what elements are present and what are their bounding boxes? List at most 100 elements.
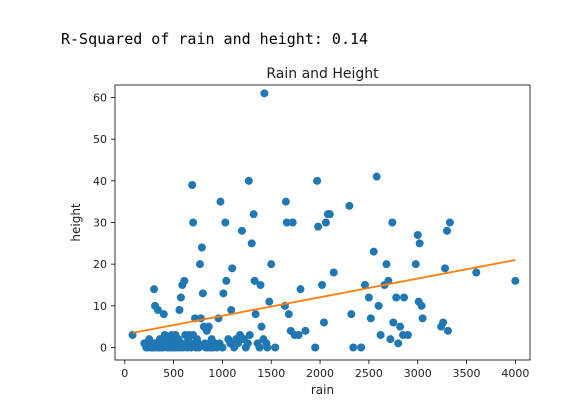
x-tick-label: 0 bbox=[121, 367, 128, 380]
plot-marks bbox=[128, 89, 520, 352]
scatter-point bbox=[188, 181, 197, 189]
scatter-point bbox=[222, 276, 231, 285]
y-tick-label: 10 bbox=[93, 300, 107, 313]
scatter-point bbox=[150, 285, 159, 294]
scatter-point bbox=[267, 260, 276, 269]
scatter-point bbox=[388, 218, 397, 227]
scatter-point bbox=[329, 268, 338, 277]
scatter-point bbox=[244, 176, 253, 185]
scatter-point bbox=[376, 331, 385, 339]
fit-line bbox=[132, 259, 516, 334]
scatter-point bbox=[249, 210, 258, 219]
scatter-point bbox=[288, 218, 297, 227]
scatter-point bbox=[418, 314, 427, 323]
scatter-point bbox=[271, 343, 280, 352]
scatter-point bbox=[439, 318, 448, 327]
scatter-point bbox=[176, 293, 185, 302]
scatter-point bbox=[265, 297, 274, 306]
scatter-point bbox=[413, 231, 422, 239]
scatter-point bbox=[294, 331, 303, 339]
scatter-point bbox=[400, 293, 409, 302]
scatter-point bbox=[296, 285, 305, 294]
scatter-point bbox=[255, 343, 264, 352]
scatter-point bbox=[445, 218, 454, 227]
scatter-point bbox=[159, 310, 168, 319]
scatter-point bbox=[318, 281, 327, 289]
scatter-point bbox=[382, 260, 391, 269]
scatter-point bbox=[396, 322, 405, 331]
scatter-point bbox=[415, 239, 424, 248]
scatter-point bbox=[313, 176, 322, 185]
scatter-point bbox=[219, 289, 228, 298]
scatter-point bbox=[228, 264, 237, 273]
scatter-point bbox=[325, 210, 334, 219]
scatter-point bbox=[263, 343, 272, 352]
scatter-point bbox=[247, 239, 256, 248]
scatter-point bbox=[227, 306, 236, 314]
scatter-point bbox=[175, 306, 184, 314]
y-tick-label: 40 bbox=[93, 175, 107, 188]
scatter-point bbox=[417, 301, 426, 310]
scatter-point bbox=[234, 339, 243, 348]
scatter-point bbox=[384, 276, 393, 285]
y-axis-label: height bbox=[69, 203, 83, 242]
scatter-point bbox=[301, 326, 310, 335]
scatter-point bbox=[197, 243, 206, 252]
scatter-point bbox=[374, 301, 383, 310]
scatter-point bbox=[194, 343, 203, 352]
scatter-point bbox=[284, 310, 293, 319]
scatter-point bbox=[218, 343, 227, 352]
scatter-point bbox=[394, 339, 403, 348]
scatter-point bbox=[260, 89, 269, 98]
y-tick-label: 60 bbox=[93, 92, 107, 105]
scatter-point bbox=[204, 322, 213, 331]
x-tick-label: 1000 bbox=[208, 367, 236, 380]
scatter-point bbox=[198, 289, 207, 298]
scatter-point bbox=[282, 218, 291, 227]
scatter-point bbox=[345, 201, 354, 210]
scatter-point bbox=[386, 335, 395, 344]
scatter-point bbox=[389, 318, 398, 327]
scatter-point bbox=[243, 339, 252, 348]
scatter-point bbox=[216, 197, 225, 206]
scatter-point bbox=[472, 268, 481, 277]
y-tick-label: 30 bbox=[93, 217, 107, 230]
scatter-point bbox=[369, 247, 378, 256]
scatter-point bbox=[245, 331, 254, 339]
r-squared-output: R-Squared of rain and height: 0.14 bbox=[61, 30, 369, 48]
scatter-point bbox=[311, 343, 320, 352]
scatter-point bbox=[221, 218, 230, 227]
y-tick-label: 50 bbox=[93, 133, 107, 146]
x-axis-label: rain bbox=[311, 383, 334, 397]
chart-title: Rain and Height bbox=[266, 66, 379, 82]
scatter-point bbox=[360, 281, 369, 289]
x-tick-label: 2000 bbox=[306, 367, 334, 380]
y-tick-label: 0 bbox=[100, 342, 107, 355]
scatter-point bbox=[357, 343, 366, 352]
x-tick-label: 4000 bbox=[501, 367, 529, 380]
x-tick-label: 2500 bbox=[355, 367, 383, 380]
axes: 0 500 1000 1500 2000 2500 3000 3500 4000 0 10 20 30 4… bbox=[93, 84, 531, 380]
x-tick-label: 500 bbox=[163, 367, 184, 380]
scatter-point bbox=[314, 222, 323, 231]
scatter-point bbox=[347, 310, 356, 319]
scatter-point bbox=[364, 293, 373, 302]
scatter-point bbox=[195, 260, 204, 269]
scatter-point bbox=[180, 276, 189, 285]
scatter-point bbox=[189, 218, 198, 227]
scatter-point bbox=[251, 310, 260, 319]
scatter-point bbox=[256, 281, 265, 289]
scatter-point bbox=[372, 172, 381, 181]
scatter-point bbox=[511, 276, 520, 285]
scatter-point bbox=[257, 322, 266, 331]
scatter-point bbox=[366, 314, 375, 323]
scatter-point bbox=[392, 293, 401, 302]
scatter-point bbox=[250, 276, 259, 285]
x-tick-label: 3000 bbox=[404, 367, 432, 380]
scatter-point bbox=[153, 306, 162, 314]
scatter-point bbox=[321, 218, 330, 227]
scatter-point bbox=[443, 226, 451, 235]
scatter-point bbox=[281, 197, 290, 206]
x-tick-label: 1500 bbox=[257, 367, 285, 380]
